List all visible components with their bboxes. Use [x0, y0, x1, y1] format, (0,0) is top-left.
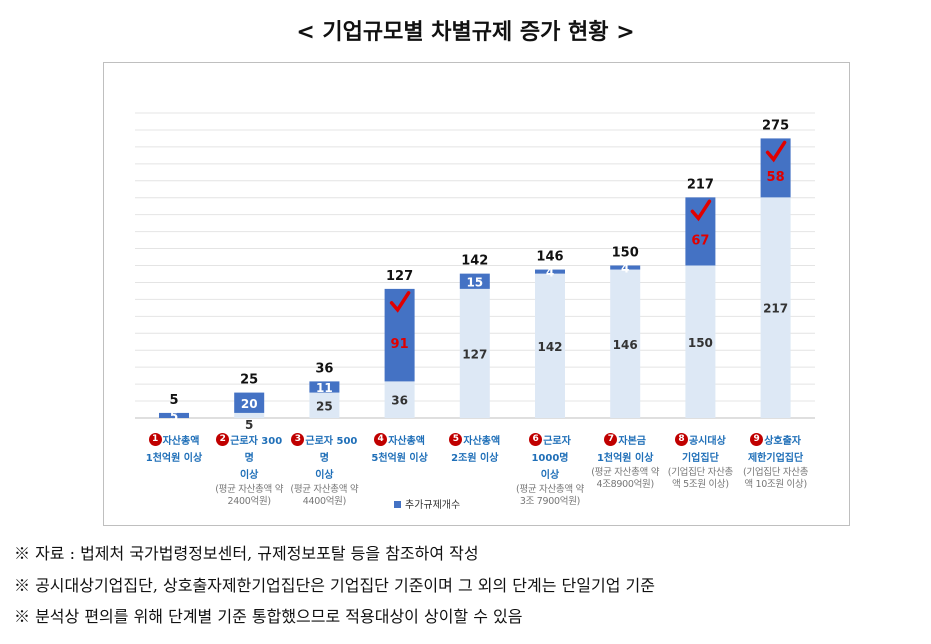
bar-base [535, 273, 565, 418]
page-title: < 기업규모별 차별규제 증가 현황 > [296, 20, 635, 45]
bar-added-label: 20 [241, 397, 258, 411]
note-2: ※ 공시대상기업집단, 상호출자제한기업집단은 기업집단 기준이며 그 외의 단… [14, 576, 655, 595]
category-line1: 자본금 [618, 436, 646, 447]
bar-added-label: 91 [391, 337, 409, 352]
number-badge: 7 [604, 433, 618, 446]
category-label: 5 자산총액 2조원 이상 [439, 433, 511, 467]
legend-label: 추가규제개수 [405, 500, 461, 511]
number-badge: 2 [216, 433, 230, 446]
bar-base-label: 5 [245, 418, 253, 432]
category-line2: 이상 [540, 470, 560, 481]
category-line2: 5천억원 이상 [371, 453, 428, 464]
category-label: 7 자본금 1천억원 이상 (평균 자산총액 약 4조8900억원) [589, 433, 661, 491]
bar-added [535, 269, 565, 274]
bar-added-label: 4 [621, 262, 629, 276]
checkmark-icon [690, 199, 712, 222]
bar-added [760, 138, 791, 198]
bar-total-label: 127 [386, 269, 413, 284]
bar-base-label: 150 [688, 336, 713, 350]
bar-base-label: 36 [391, 394, 408, 408]
bar-added-label: 4 [546, 266, 554, 280]
category-line2: 이상 [239, 470, 259, 481]
bar-added-label: 15 [466, 275, 483, 289]
bar-base [384, 381, 415, 418]
number-badge: 4 [374, 433, 388, 446]
bar-added [459, 273, 490, 289]
number-badge: 1 [148, 433, 162, 446]
bar-added-label: 67 [691, 233, 709, 248]
bar-base-label: 142 [537, 340, 562, 354]
bar-added-label: 11 [316, 381, 333, 395]
category-label: 4 자산총액 5천억원 이상 [364, 433, 436, 467]
bar-total-label: 5 [169, 393, 178, 408]
number-badge: 6 [529, 433, 543, 446]
category-line2: 이상 [315, 470, 334, 481]
bar-base [459, 288, 490, 418]
category-sub: (평균 자산총액 약 3조 7900억원) [516, 484, 584, 507]
category-line2: 제한기업집단 [747, 453, 804, 464]
category-line1: 근로자 500명 [305, 436, 358, 464]
bar-base-label: 217 [763, 302, 788, 316]
number-badge: 5 [449, 433, 463, 446]
number-badge: 9 [750, 433, 764, 446]
bar-base [610, 269, 641, 418]
category-sub: (평균 자산총액 약 4조8900억원) [591, 467, 660, 490]
category-sub: (기업집단 자산총액 5조원 이상) [667, 467, 734, 490]
bar-total-label: 217 [687, 177, 714, 192]
category-line1: 근로자 300명 [230, 436, 283, 464]
category-line2: 기업집단 [681, 453, 719, 464]
category-label: 1 자산총액 1천억원 이상 [138, 433, 210, 467]
bar-total-label: 275 [762, 118, 789, 133]
category-line1: 자산총액 [388, 436, 425, 447]
category-line1: 자산총액 [463, 436, 501, 447]
category-line1: 공시대상 [688, 436, 726, 447]
bar-added-label: 5 [170, 409, 178, 423]
bar-base-label: 25 [316, 399, 333, 413]
category-sub: (기업집단 자산총액 10조원 이상) [742, 467, 809, 490]
note-3: ※ 분석상 편의를 위해 단계별 기준 통합했으므로 적용대상이 상이할 수 있… [14, 607, 523, 626]
bar-base [760, 197, 791, 418]
category-sub: (평균 자산총액 약 2400억원) [215, 484, 284, 507]
bar-base [685, 265, 716, 418]
category-line1: 자산총액 [162, 436, 200, 447]
bar-total-label: 146 [536, 250, 563, 265]
checkmark-icon [765, 140, 787, 163]
bar-added-label: 58 [767, 170, 785, 185]
chart-frame [103, 62, 850, 526]
checkmark-icon [389, 291, 411, 313]
note-1: ※ 자료 : 법제처 국가법령정보센터, 규제정보포탈 등을 참조하여 작성 [14, 544, 479, 563]
bar-added [159, 412, 189, 418]
bar-base-label: 127 [462, 347, 487, 361]
bar-total-label: 36 [315, 361, 333, 376]
category-line1: 근로자 1000명 [531, 436, 571, 464]
bar-added [610, 265, 641, 270]
category-line1: 상호출자 [764, 436, 801, 447]
category-line2: 1천억원 이상 [145, 453, 203, 464]
bar-total-label: 25 [240, 373, 258, 388]
bar-base-label: 146 [613, 338, 638, 352]
number-badge: 8 [674, 433, 688, 446]
category-sub: (평균 자산총액 약 4400억원) [290, 484, 359, 507]
bar-added [309, 381, 340, 393]
category-line2: 2조원 이상 [451, 453, 499, 464]
legend-swatch [394, 501, 401, 508]
bar-total-label: 150 [612, 246, 639, 261]
bar-base [234, 412, 265, 418]
bar-base [309, 392, 340, 418]
category-line2: 1천억원 이상 [596, 453, 654, 464]
bar-added [384, 288, 415, 382]
bar-total-label: 142 [461, 254, 488, 269]
legend: 추가규제개수 [394, 496, 460, 511]
bar-added [234, 392, 265, 413]
number-badge: 3 [291, 433, 305, 446]
bar-added [685, 197, 716, 266]
